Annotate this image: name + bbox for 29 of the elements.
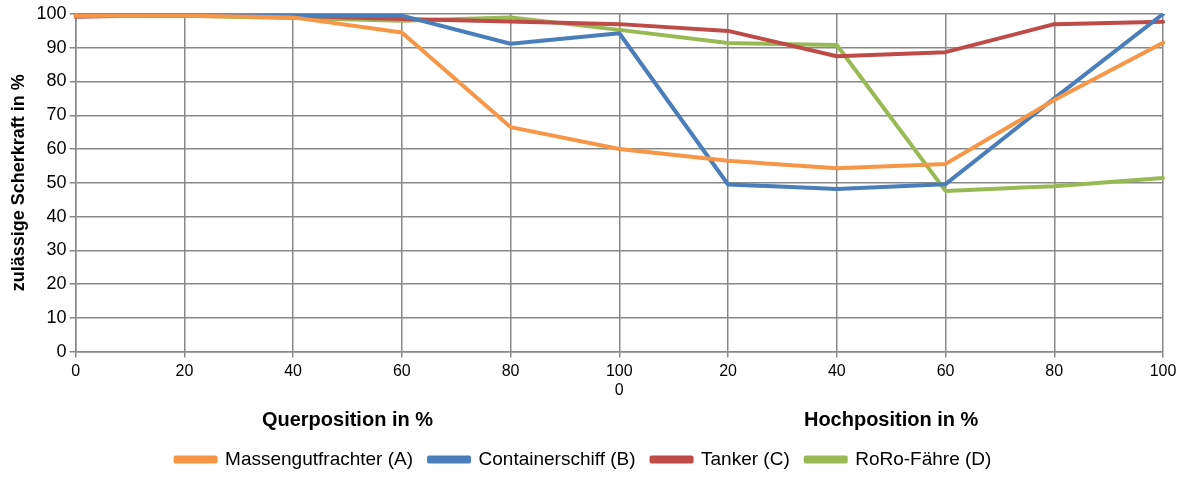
x-tick-label: 80 [501, 361, 520, 379]
x-tick-label: 100 0 [605, 361, 633, 398]
y-tick-label: 50 [46, 171, 67, 192]
x-tick-label: 80 [1045, 361, 1064, 379]
legend-label: RoRo-Fähre (D) [855, 447, 992, 469]
y-tick-label: 20 [46, 273, 67, 294]
x-tick-label: 0 [71, 361, 81, 379]
x-tick-label: 100 [1149, 361, 1177, 379]
legend-label: Containerschiff (B) [478, 447, 636, 469]
x-tick-label: 20 [719, 361, 738, 379]
y-tick-label: 60 [46, 138, 67, 159]
legend-label: Massengutfrachter (A) [225, 447, 414, 469]
y-tick-label: 80 [46, 70, 67, 91]
x-tick-label: 20 [175, 361, 194, 379]
text: Hochposition in % [803, 407, 979, 430]
y-tick-label: 70 [46, 104, 67, 125]
y-tick-label: 90 [46, 36, 67, 57]
x-tick-label: 60 [392, 361, 411, 379]
y-tick-label: 10 [46, 306, 67, 327]
y-tick-label: 40 [46, 205, 67, 226]
y-tick-label: 0 [56, 340, 67, 361]
x-tick-label: 40 [284, 361, 303, 379]
y-tick-label: 100 [36, 2, 67, 23]
x-tick-label: 40 [827, 361, 846, 379]
y-axis-title: zulässige Scherkraft in % [7, 74, 28, 292]
x-tick-label: 60 [936, 361, 955, 379]
x-axis-title: Querposition in % [261, 407, 434, 430]
y-tick-label: 30 [46, 239, 67, 260]
legend-label: Tanker (C) [701, 447, 790, 469]
